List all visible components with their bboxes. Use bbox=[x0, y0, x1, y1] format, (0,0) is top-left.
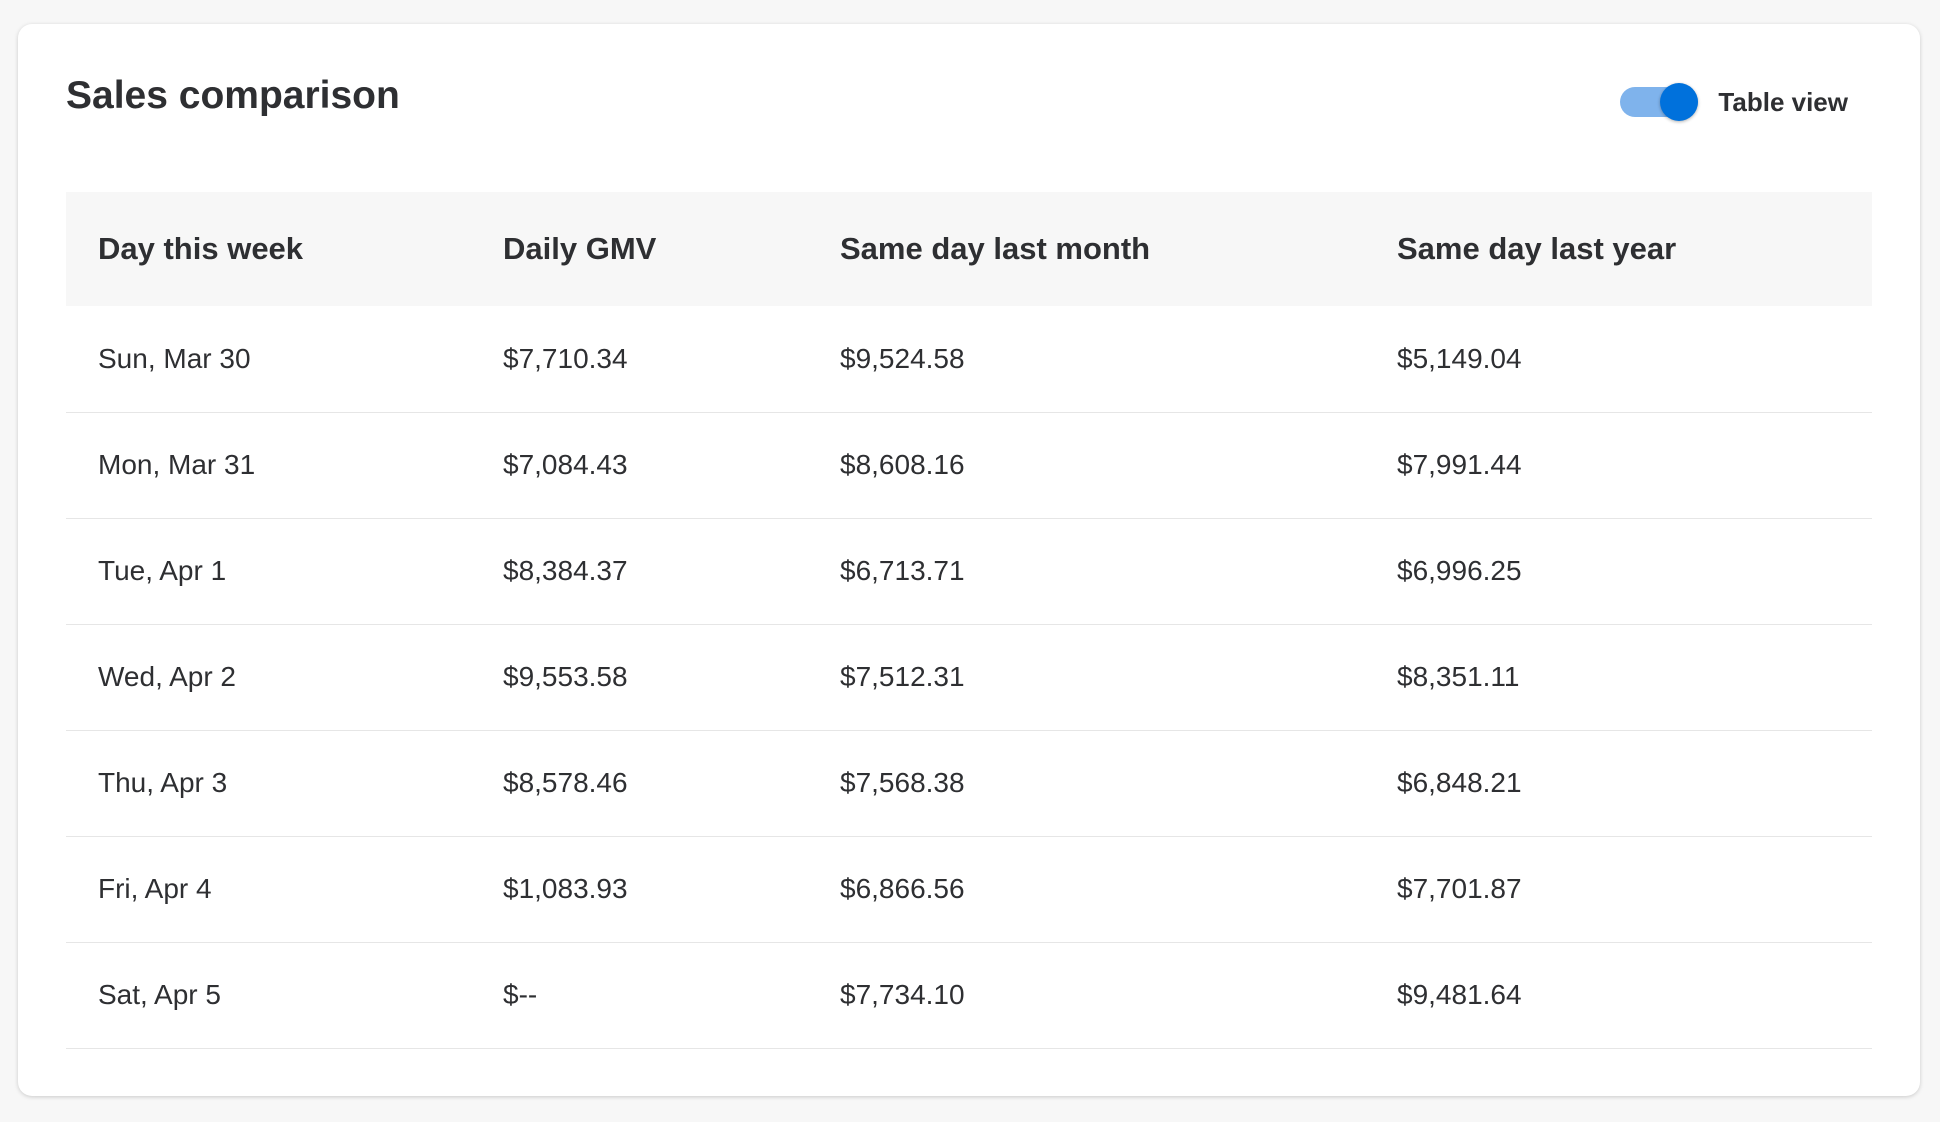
sales-comparison-card: Sales comparison Table view Day this wee… bbox=[18, 24, 1920, 1096]
table-view-toggle-group[interactable]: Table view bbox=[1620, 80, 1848, 124]
cell-daily-gmv: $7,084.43 bbox=[503, 449, 628, 480]
cell-last-year: $5,149.04 bbox=[1397, 342, 1522, 374]
column-header-last-year: Same day last year bbox=[1397, 231, 1677, 266]
cell-last-month: $7,512.31 bbox=[840, 661, 965, 692]
toggle-label: Table view bbox=[1718, 86, 1848, 117]
cell-day: Wed, Apr 2 bbox=[98, 661, 237, 692]
cell-daily-gmv: $9,553.58 bbox=[503, 661, 628, 692]
table-row: Tue, Apr 1 $8,384.37 $6,713.71 $6,996.25 bbox=[66, 518, 1872, 624]
cell-last-month: $6,713.71 bbox=[840, 555, 965, 586]
table-row: Thu, Apr 3 $8,578.46 $7,568.38 $6,848.21 bbox=[66, 730, 1872, 836]
cell-last-month: $6,866.56 bbox=[840, 873, 965, 904]
column-header-day: Day this week bbox=[98, 231, 304, 266]
cell-last-month: $8,608.16 bbox=[840, 449, 965, 480]
cell-last-month: $7,568.38 bbox=[840, 767, 965, 798]
cell-daily-gmv: $8,384.37 bbox=[503, 555, 628, 586]
table-row: Sat, Apr 5 $-- $7,734.10 $9,481.64 bbox=[66, 942, 1872, 1048]
cell-day: Sun, Mar 30 bbox=[98, 342, 251, 374]
cell-daily-gmv: $7,710.34 bbox=[503, 342, 628, 374]
cell-daily-gmv: $1,083.93 bbox=[503, 873, 628, 904]
table-body: Sun, Mar 30 $7,710.34 $9,524.58 $5,149.0… bbox=[66, 306, 1872, 1048]
sales-table: Day this week Daily GMV Same day last mo… bbox=[66, 192, 1872, 1049]
card-title: Sales comparison bbox=[66, 74, 400, 117]
cell-day: Fri, Apr 4 bbox=[98, 873, 212, 904]
cell-last-year: $9,481.64 bbox=[1397, 979, 1522, 1010]
table-header: Day this week Daily GMV Same day last mo… bbox=[66, 192, 1872, 306]
cell-last-year: $6,848.21 bbox=[1397, 767, 1522, 798]
table-view-toggle[interactable] bbox=[1620, 83, 1699, 121]
cell-daily-gmv: $-- bbox=[503, 979, 538, 1010]
cell-last-month: $7,734.10 bbox=[840, 979, 965, 1010]
cell-last-month: $9,524.58 bbox=[840, 342, 965, 374]
cell-last-year: $6,996.25 bbox=[1397, 555, 1522, 586]
cell-day: Sat, Apr 5 bbox=[98, 979, 221, 1010]
column-header-daily-gmv: Daily GMV bbox=[503, 231, 657, 266]
header-row: Day this week Daily GMV Same day last mo… bbox=[66, 192, 1872, 306]
column-header-last-month: Same day last month bbox=[840, 231, 1151, 266]
cell-day: Tue, Apr 1 bbox=[98, 555, 227, 586]
cell-day: Thu, Apr 3 bbox=[98, 767, 228, 798]
cell-day: Mon, Mar 31 bbox=[98, 449, 256, 480]
table-row: Wed, Apr 2 $9,553.58 $7,512.31 $8,351.11 bbox=[66, 624, 1872, 730]
toggle-knob[interactable] bbox=[1660, 83, 1699, 121]
cell-daily-gmv: $8,578.46 bbox=[503, 767, 628, 798]
table-row: Fri, Apr 4 $1,083.93 $6,866.56 $7,701.87 bbox=[66, 836, 1872, 942]
cell-last-year: $8,351.11 bbox=[1397, 661, 1520, 692]
cell-last-year: $7,701.87 bbox=[1397, 873, 1522, 904]
table-row: Mon, Mar 31 $7,084.43 $8,608.16 $7,991.4… bbox=[66, 412, 1872, 518]
cell-last-year: $7,991.44 bbox=[1397, 449, 1522, 480]
sales-table-container: Day this week Daily GMV Same day last mo… bbox=[66, 192, 1872, 1049]
table-row: Sun, Mar 30 $7,710.34 $9,524.58 $5,149.0… bbox=[66, 306, 1872, 412]
